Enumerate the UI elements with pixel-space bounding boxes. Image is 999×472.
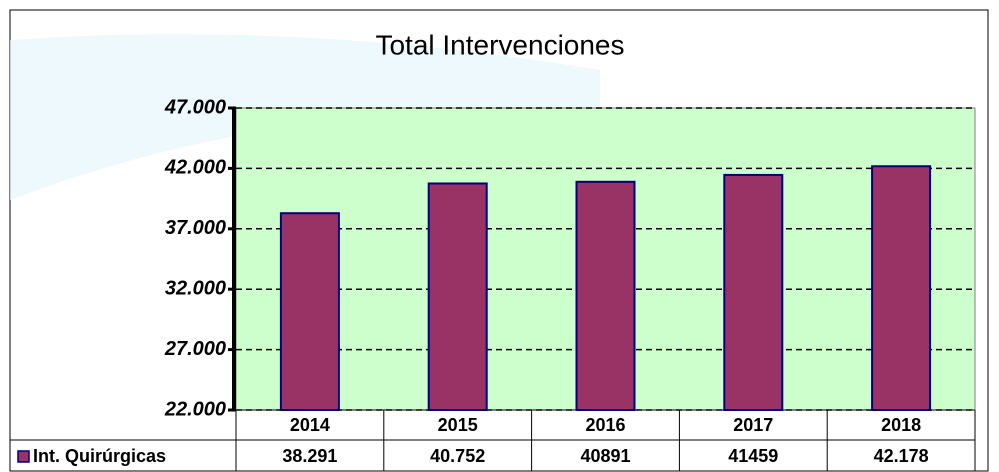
x-tick-label: 2016	[585, 415, 625, 435]
x-tick-label: 2015	[438, 415, 478, 435]
table-value: 41459	[728, 446, 778, 466]
legend-label: Int. Quirúrgicas	[33, 446, 166, 466]
table-value: 40.752	[430, 446, 485, 466]
y-tick-label: 22.000	[164, 398, 226, 420]
bar	[427, 182, 488, 411]
y-tick-label: 47.000	[164, 96, 226, 118]
bar	[871, 165, 932, 411]
chart-title: Total Intervenciones	[375, 29, 624, 60]
y-tick-label: 42.000	[164, 157, 226, 179]
bar	[575, 180, 636, 411]
x-tick-label: 2017	[733, 415, 773, 435]
x-tick-label: 2014	[290, 415, 330, 435]
y-tick-label: 27.000	[164, 338, 226, 360]
table-value: 40891	[580, 446, 630, 466]
legend-swatch	[17, 450, 30, 463]
bar	[279, 212, 340, 411]
y-tick-label: 37.000	[165, 217, 226, 239]
y-tick-label: 32.000	[165, 277, 226, 299]
bar	[723, 173, 784, 411]
x-tick-label: 2018	[881, 415, 921, 435]
table-value: 42.178	[874, 446, 929, 466]
table-value: 38.291	[282, 446, 337, 466]
